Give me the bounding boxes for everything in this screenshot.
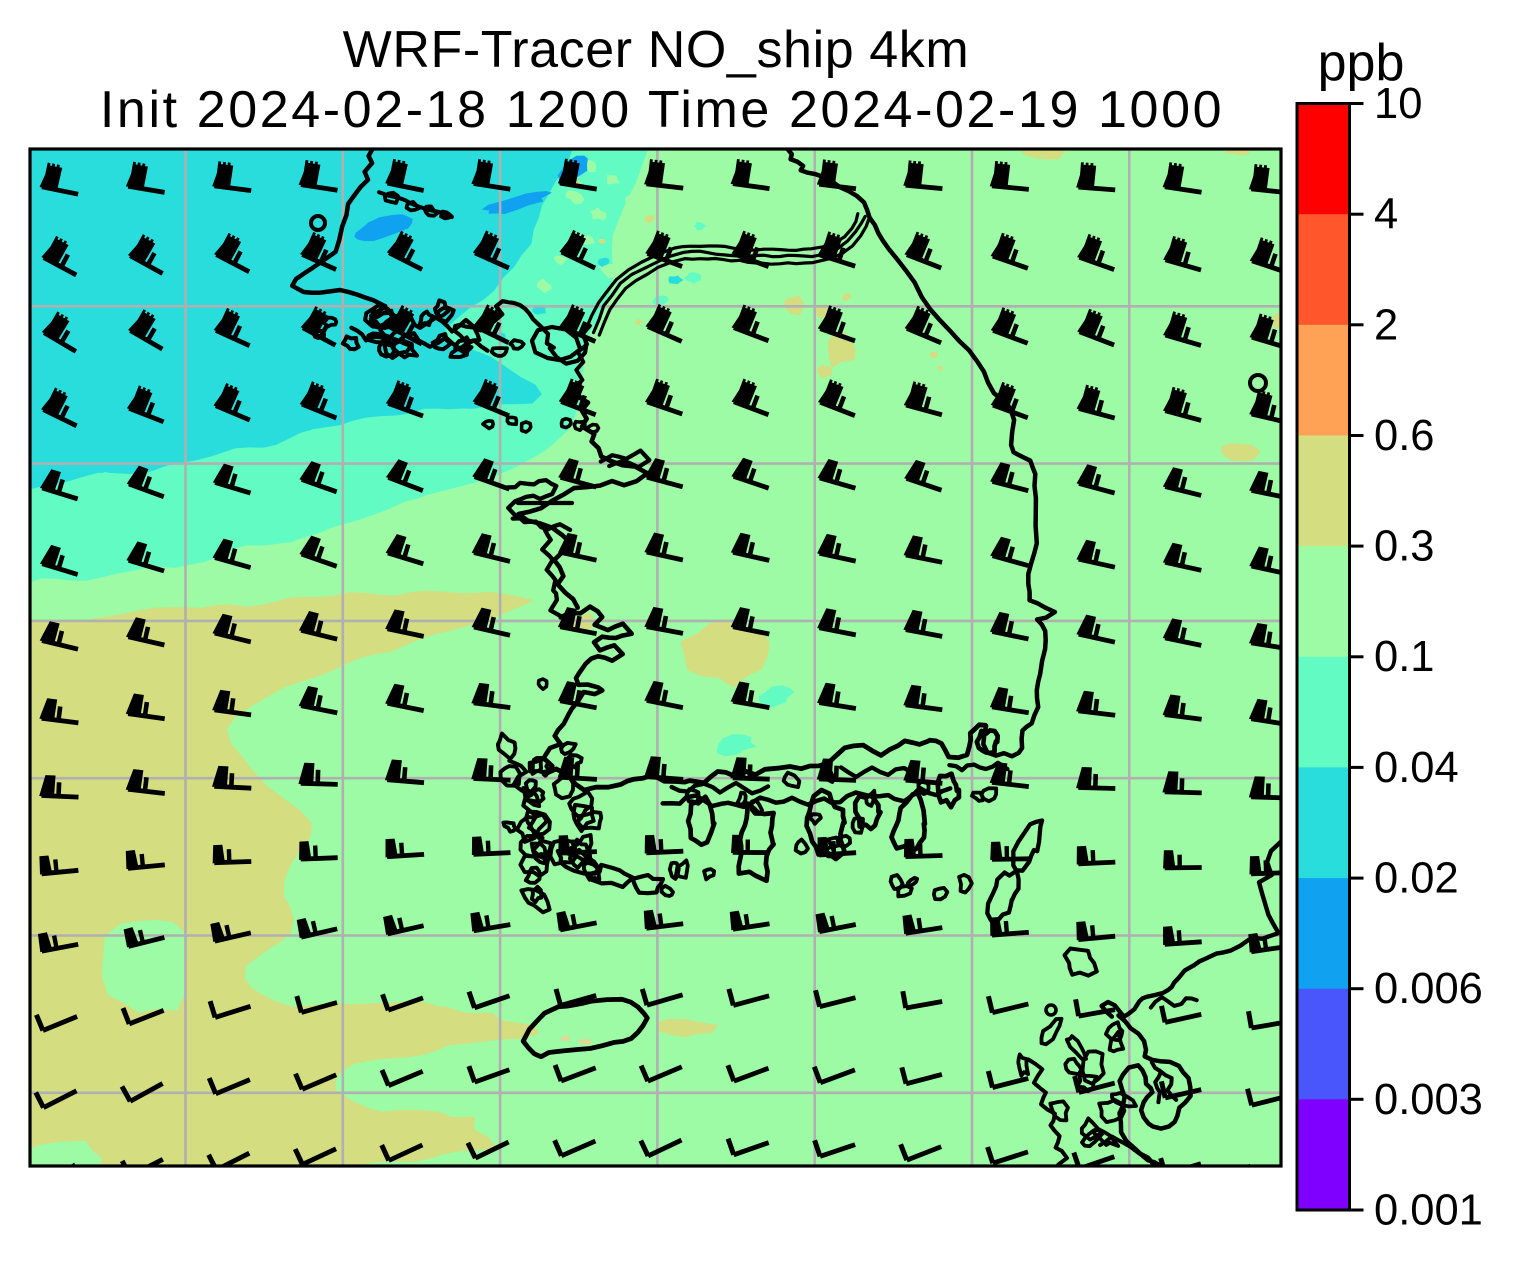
svg-text:0.6: 0.6 xyxy=(1374,412,1434,460)
svg-text:0.02: 0.02 xyxy=(1374,855,1459,903)
svg-text:0.006: 0.006 xyxy=(1374,965,1483,1013)
svg-text:0.003: 0.003 xyxy=(1374,1076,1483,1124)
svg-text:Init 2024-02-18 1200 Time 2024: Init 2024-02-18 1200 Time 2024-02-19 100… xyxy=(100,81,1224,139)
svg-text:0.001: 0.001 xyxy=(1374,1187,1483,1235)
svg-text:2: 2 xyxy=(1374,301,1398,349)
svg-text:0.3: 0.3 xyxy=(1374,523,1434,571)
svg-text:WRF-Tracer NO_ship 4km: WRF-Tracer NO_ship 4km xyxy=(343,21,970,79)
svg-text:ppb: ppb xyxy=(1318,34,1405,92)
svg-text:0.1: 0.1 xyxy=(1374,633,1434,681)
svg-text:4: 4 xyxy=(1374,191,1398,239)
svg-text:10: 10 xyxy=(1374,80,1422,128)
svg-text:0.04: 0.04 xyxy=(1374,744,1459,792)
